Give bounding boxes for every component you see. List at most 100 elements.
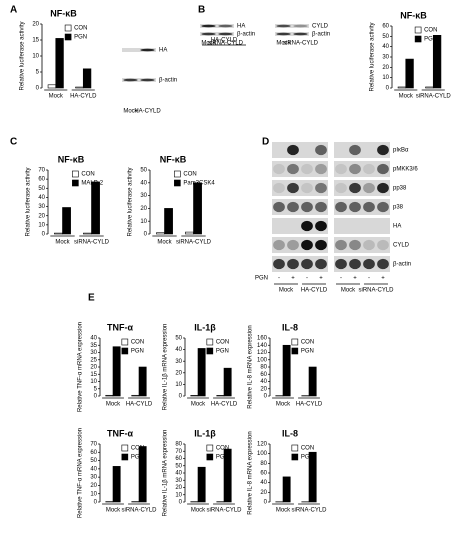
x-tick-label: Mock: [276, 402, 291, 408]
x-tick-label: Mock: [191, 402, 206, 408]
x-tick-label: siRNA-CYLD: [206, 508, 242, 514]
bar: [405, 58, 414, 89]
y-tick-label: 80: [175, 442, 182, 448]
legend-label: PGN: [216, 455, 229, 461]
y-tick-label: 40: [90, 336, 97, 342]
blot-strip: [272, 199, 328, 215]
bar: [82, 68, 92, 89]
blot-band: [301, 239, 313, 251]
legend-label: PGN: [216, 349, 229, 355]
blot-band: [335, 163, 347, 175]
bar: [223, 448, 232, 503]
y-tick-label: 70: [90, 442, 97, 448]
blot-band: [218, 24, 233, 28]
y-tick-label: 30: [382, 55, 389, 61]
blot-band: [276, 32, 291, 36]
x-tick-label: Mock: [106, 402, 121, 408]
legend-label: PGN: [301, 455, 314, 461]
legend-swatch: [291, 444, 299, 452]
y-tick-label: 20: [175, 485, 182, 491]
bar: [91, 181, 100, 235]
blot-band: [201, 32, 216, 36]
blot-row-label: HA: [393, 224, 401, 230]
blot-band: [315, 163, 327, 175]
blot-row-label: CYLD: [312, 24, 329, 30]
x-tick-label: Mock: [55, 240, 70, 246]
y-tick-label: 5: [94, 386, 98, 392]
y-axis-label: Relative TNF-α mRNA expression: [78, 322, 84, 412]
group-label: HA-CYLD: [301, 288, 328, 294]
y-tick-label: 50: [175, 336, 182, 342]
x-tick-label: HA-CYLD: [211, 402, 238, 408]
x-tick-label: siRNA-CYLD: [291, 508, 327, 514]
y-tick-label: 25: [90, 357, 97, 363]
y-tick-label: 30: [90, 350, 97, 356]
blot-header: HA-CYLD: [211, 38, 238, 44]
y-tick-label: 0: [179, 500, 183, 506]
y-tick-label: 10: [90, 491, 97, 497]
treatment-sign: +: [381, 276, 385, 282]
blot-row-label: CYLD: [393, 243, 410, 249]
blot-band: [301, 201, 313, 213]
y-axis-label: Relative luciferase activity: [26, 167, 32, 236]
bar: [83, 232, 92, 235]
bar: [55, 38, 64, 89]
blot-row-label: pMKK3/6: [393, 167, 418, 173]
blot-strip: [334, 237, 390, 253]
y-tick-label: 0: [264, 500, 268, 506]
blot-band: [218, 32, 233, 36]
chart-title: TNF-α: [107, 428, 133, 438]
y-tick-label: 60: [260, 372, 267, 378]
blot-band: [287, 144, 299, 156]
y-tick-label: 20: [38, 213, 45, 219]
blot-lane-label: HA-CYLD: [134, 109, 161, 115]
y-tick-label: 0: [94, 394, 98, 400]
bar: [282, 344, 291, 397]
blot-band: [335, 258, 347, 270]
bar: [131, 394, 140, 397]
blot-band: [363, 182, 375, 194]
y-tick-label: 20: [90, 365, 97, 371]
panel-letter: C: [10, 137, 17, 148]
legend-swatch: [64, 33, 72, 41]
y-axis-label: Relative luciferase activity: [128, 167, 134, 236]
blot-band: [273, 163, 285, 175]
x-tick-label: siRNA-CYLD: [176, 240, 212, 246]
blot-band: [315, 144, 327, 156]
panel-letter: D: [262, 137, 269, 148]
y-tick-label: 40: [382, 44, 389, 50]
blot-band: [363, 163, 375, 175]
blot-band: [349, 144, 361, 156]
y-tick-label: 20: [140, 206, 147, 212]
blot-band: [287, 239, 299, 251]
y-tick-label: 15: [32, 38, 39, 44]
blot-band: [335, 239, 347, 251]
blot-strip: [122, 78, 156, 82]
blot-strip: [334, 218, 390, 234]
y-tick-label: 40: [175, 347, 182, 353]
legend-swatch: [72, 179, 79, 187]
blot-band: [140, 48, 155, 52]
chart-title: IL-8: [282, 322, 298, 332]
bar: [112, 346, 121, 397]
legend-label: CON: [74, 26, 87, 32]
bar: [308, 451, 317, 503]
blot-strip: [275, 24, 309, 28]
y-tick-label: 0: [144, 232, 148, 238]
blot-band: [349, 182, 361, 194]
blot-band: [273, 239, 285, 251]
y-tick-label: 40: [38, 195, 45, 201]
blot-lane-label: Mock: [123, 109, 138, 115]
blot-strip: [272, 218, 328, 234]
legend-swatch: [64, 24, 72, 32]
treatment-sign: -: [340, 276, 342, 282]
x-tick-label: HA-CYLD: [70, 94, 97, 100]
y-axis-label: Relative luciferase activity: [20, 21, 26, 90]
blot-band: [287, 182, 299, 194]
bar: [185, 231, 194, 235]
blot-strip: [272, 161, 328, 177]
group-label: Mock: [279, 288, 294, 294]
y-axis-label: Relative IL-1β mRNA expression: [163, 324, 169, 411]
blot-band: [301, 163, 313, 175]
legend-label: Pam3CSK4: [183, 181, 215, 187]
